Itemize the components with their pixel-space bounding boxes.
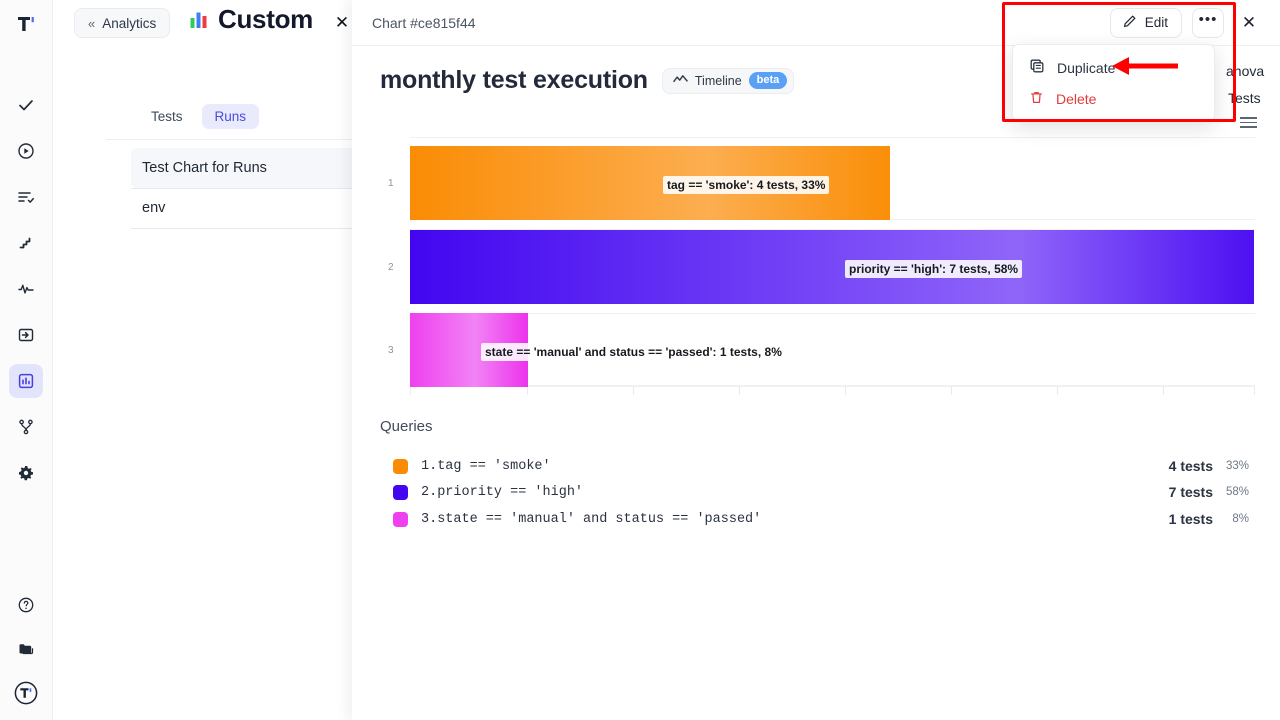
list-panel: « Analytics Tests Runs Test Chart for Ru… bbox=[53, 0, 409, 720]
query-percent: 58% bbox=[1225, 486, 1249, 498]
y-tick-label: 1 bbox=[388, 178, 394, 189]
folder-icon[interactable] bbox=[9, 632, 43, 666]
tab-runs[interactable]: Runs bbox=[201, 104, 260, 129]
bar-label-3: state == 'manual' and status == 'passed'… bbox=[481, 343, 786, 361]
icon-rail bbox=[0, 0, 53, 720]
context-menu: Duplicate Delete bbox=[1012, 44, 1215, 122]
trend-line-icon bbox=[673, 73, 688, 88]
bar-series-2[interactable] bbox=[410, 230, 1254, 304]
ellipsis-icon: ••• bbox=[1198, 11, 1218, 28]
obscured-label-author: anova bbox=[1226, 63, 1265, 79]
edit-button[interactable]: Edit bbox=[1109, 7, 1182, 38]
help-circle-icon[interactable] bbox=[9, 588, 43, 622]
tab-tests[interactable]: Tests bbox=[151, 109, 183, 124]
back-button-label: Analytics bbox=[102, 15, 157, 31]
x-tick bbox=[1057, 386, 1058, 395]
menu-item-label: Duplicate bbox=[1057, 59, 1116, 76]
query-row[interactable]: 2.priority == 'high' 7 tests 58% bbox=[393, 479, 1249, 505]
account-avatar[interactable] bbox=[9, 676, 43, 710]
sidebar-item-activity[interactable] bbox=[9, 272, 43, 306]
x-tick bbox=[1254, 386, 1255, 395]
obscured-label-tests: Tests bbox=[1228, 90, 1261, 106]
chart-title-row: monthly test execution Timeline beta bbox=[380, 66, 795, 95]
close-icon: ✕ bbox=[334, 13, 350, 32]
bar-label-2: priority == 'high': 7 tests, 58% bbox=[845, 260, 1023, 278]
sidebar-item-imports[interactable] bbox=[9, 318, 43, 352]
edit-button-label: Edit bbox=[1144, 15, 1168, 30]
x-tick bbox=[951, 386, 952, 395]
rail-items bbox=[9, 66, 43, 490]
close-icon: ✕ bbox=[1241, 12, 1257, 32]
query-row[interactable]: 1.tag == 'smoke' 4 tests 33% bbox=[393, 453, 1249, 479]
tabs-divider bbox=[106, 139, 406, 140]
close-panel-button[interactable]: ✕ bbox=[1234, 8, 1264, 38]
back-to-analytics-button[interactable]: « Analytics bbox=[74, 8, 171, 38]
y-tick-label: 2 bbox=[388, 262, 394, 273]
query-row[interactable]: 3.state == 'manual' and status == 'passe… bbox=[393, 506, 1249, 532]
query-text: 3.state == 'manual' and status == 'passe… bbox=[421, 511, 762, 527]
duplicate-icon bbox=[1029, 58, 1045, 77]
legend-swatch bbox=[393, 484, 408, 500]
menu-item-delete[interactable]: Delete bbox=[1013, 83, 1214, 114]
query-percent: 8% bbox=[1232, 513, 1249, 525]
query-percent: 33% bbox=[1225, 460, 1249, 472]
tabs-row: Tests Runs bbox=[138, 104, 260, 129]
trash-icon bbox=[1029, 90, 1044, 108]
sidebar-item-analytics[interactable] bbox=[9, 364, 43, 398]
menu-item-label: Delete bbox=[1056, 90, 1097, 107]
sidebar-item-runs[interactable] bbox=[9, 134, 43, 168]
bar-chart: 1 2 3 tag == 'smoke': 4 tests, 33% prior… bbox=[380, 137, 1255, 395]
logo-t-icon[interactable] bbox=[7, 8, 45, 42]
pencil-icon bbox=[1122, 14, 1137, 32]
query-text: 2.priority == 'high' bbox=[421, 484, 584, 500]
x-tick bbox=[845, 386, 846, 395]
timeline-label: Timeline bbox=[694, 73, 742, 88]
panel-header-actions: Edit ••• ✕ bbox=[1109, 7, 1280, 38]
chevron-left-double-icon: « bbox=[88, 15, 95, 31]
list-item[interactable]: env bbox=[142, 200, 166, 216]
panel-header: Chart #ce815f44 Edit ••• ✕ bbox=[352, 0, 1280, 46]
breadcrumb: Chart #ce815f44 bbox=[372, 14, 476, 31]
gridline bbox=[410, 229, 1255, 230]
x-axis-line bbox=[410, 385, 1255, 386]
page-title: Custom C bbox=[188, 4, 339, 38]
query-tests-count: 4 tests bbox=[1168, 458, 1213, 474]
query-text: 1.tag == 'smoke' bbox=[421, 458, 551, 474]
menu-item-duplicate[interactable]: Duplicate bbox=[1013, 52, 1214, 83]
chart-title: monthly test execution bbox=[380, 66, 648, 94]
sidebar-item-branches[interactable] bbox=[9, 410, 43, 444]
x-tick bbox=[633, 386, 634, 395]
gridline bbox=[410, 313, 1255, 314]
drag-handle-icon[interactable] bbox=[1240, 117, 1257, 128]
more-options-button[interactable]: ••• bbox=[1192, 7, 1224, 38]
timeline-toggle[interactable]: Timeline beta bbox=[661, 67, 795, 94]
list-divider bbox=[131, 188, 409, 189]
list-panel-header: « Analytics bbox=[53, 0, 353, 46]
y-tick-label: 3 bbox=[388, 345, 394, 356]
beta-badge: beta bbox=[748, 72, 788, 89]
chart-bar-color-icon bbox=[188, 7, 210, 38]
list-divider bbox=[131, 228, 409, 229]
sidebar-item-tests[interactable] bbox=[9, 88, 43, 122]
rail-bottom bbox=[9, 588, 43, 710]
sidebar-item-steps[interactable] bbox=[9, 226, 43, 260]
x-tick bbox=[527, 386, 528, 395]
legend-swatch bbox=[393, 511, 408, 527]
x-tick bbox=[410, 386, 411, 395]
query-tests-count: 1 tests bbox=[1168, 511, 1213, 527]
x-tick bbox=[739, 386, 740, 395]
legend-swatch bbox=[393, 458, 408, 474]
sidebar-item-plans[interactable] bbox=[9, 180, 43, 214]
query-tests-count: 7 tests bbox=[1168, 484, 1213, 500]
bar-label-1: tag == 'smoke': 4 tests, 33% bbox=[663, 176, 830, 194]
gridline bbox=[410, 137, 1255, 138]
x-tick bbox=[1163, 386, 1164, 395]
gridline bbox=[410, 386, 1255, 387]
sidebar-item-settings[interactable] bbox=[9, 456, 43, 490]
queries-heading: Queries bbox=[380, 418, 433, 435]
